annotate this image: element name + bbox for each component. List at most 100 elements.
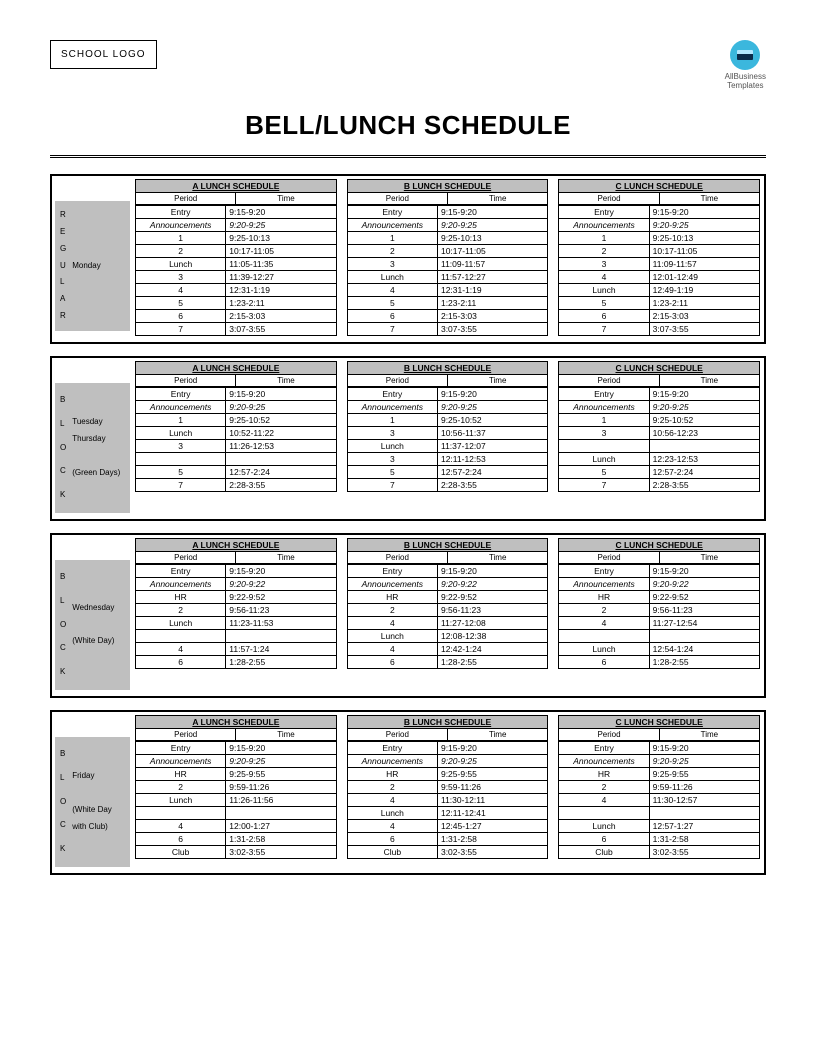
schedule-header: Period Time — [347, 193, 549, 205]
schedule-title: C LUNCH SCHEDULE — [558, 361, 760, 375]
table-row: Entry9:15-9:20 — [136, 742, 337, 755]
period-cell: Entry — [136, 388, 226, 401]
period-cell: 4 — [347, 643, 437, 656]
table-row: Lunch11:26-11:56 — [136, 794, 337, 807]
table-row: 210:17-11:05 — [559, 245, 760, 258]
day-type-letter: K — [60, 489, 66, 502]
time-cell: 2:28-3:55 — [226, 479, 336, 492]
period-cell: Club — [136, 846, 226, 859]
time-cell: 2:28-3:55 — [437, 479, 547, 492]
period-header: Period — [347, 729, 447, 741]
table-row: 61:28-2:55 — [559, 656, 760, 669]
table-row: 310:56-11:37 — [347, 427, 548, 440]
period-cell: Lunch — [136, 794, 226, 807]
time-cell: 3:02-3:55 — [226, 846, 336, 859]
schedule-block: C LUNCH SCHEDULE Period Time Entry9:15-9… — [558, 361, 760, 513]
period-cell: 3 — [559, 258, 649, 271]
time-cell: 9:25-9:55 — [226, 768, 336, 781]
day-line — [72, 619, 114, 632]
time-cell: 9:15-9:20 — [649, 206, 759, 219]
day-line: Monday — [72, 260, 100, 273]
period-cell: 4 — [136, 820, 226, 833]
schedule-title: B LUNCH SCHEDULE — [347, 179, 549, 193]
time-cell: 12:11-12:53 — [437, 453, 547, 466]
day-type-letter: K — [60, 666, 66, 679]
schedule-header: Period Time — [558, 375, 760, 387]
table-row: 29:59-11:26 — [136, 781, 337, 794]
period-cell: 1 — [136, 414, 226, 427]
period-cell — [559, 630, 649, 643]
time-cell: 9:20-9:25 — [226, 401, 336, 414]
period-cell — [559, 807, 649, 820]
day-block: BLOCK Friday (White Day with Club) — [55, 715, 135, 867]
time-cell: 1:23-2:11 — [226, 297, 336, 310]
day-inner: BLOCK TuesdayThursday (Green Days) — [55, 383, 130, 513]
time-header: Time — [659, 375, 760, 387]
time-cell: 11:26-11:56 — [226, 794, 336, 807]
time-cell: 3:07-3:55 — [649, 323, 759, 336]
period-cell: 5 — [347, 297, 437, 310]
table-row: 61:28-2:55 — [136, 656, 337, 669]
day-type-letter: B — [60, 394, 66, 407]
time-cell: 1:28-2:55 — [649, 656, 759, 669]
time-cell: 11:30-12:11 — [437, 794, 547, 807]
period-cell: 1 — [559, 414, 649, 427]
period-header: Period — [558, 193, 658, 205]
period-cell: 4 — [559, 794, 649, 807]
time-cell: 10:56-12:23 — [649, 427, 759, 440]
time-cell: 9:25-10:52 — [226, 414, 336, 427]
table-row: 411:30-12:11 — [347, 794, 548, 807]
schedule-title: B LUNCH SCHEDULE — [347, 715, 549, 729]
table-row: Entry9:15-9:20 — [559, 206, 760, 219]
table-row: Lunch12:57-1:27 — [559, 820, 760, 833]
time-cell: 3:02-3:55 — [649, 846, 759, 859]
time-cell: 3:07-3:55 — [226, 323, 336, 336]
time-cell: 9:15-9:20 — [226, 388, 336, 401]
time-cell: 3:07-3:55 — [437, 323, 547, 336]
schedule-header: Period Time — [135, 375, 337, 387]
day-type-letter: O — [60, 796, 66, 809]
period-cell: 5 — [347, 466, 437, 479]
period-cell: Announcements — [136, 219, 226, 232]
schedules-wrap: A LUNCH SCHEDULE Period Time Entry9:15-9… — [135, 179, 764, 336]
time-cell: 9:20-9:25 — [226, 219, 336, 232]
day-type-letter: L — [60, 418, 66, 431]
time-header: Time — [447, 193, 548, 205]
day-line — [72, 787, 112, 800]
time-cell: 1:23-2:11 — [437, 297, 547, 310]
time-cell: 9:20-9:25 — [649, 755, 759, 768]
schedule-table: Entry9:15-9:20Announcements9:20-9:2519:2… — [558, 205, 760, 336]
period-cell: 5 — [136, 466, 226, 479]
day-type-letter: L — [60, 276, 66, 289]
table-row: Entry9:15-9:20 — [559, 565, 760, 578]
time-cell: 9:15-9:20 — [437, 565, 547, 578]
time-cell: 1:28-2:55 — [226, 656, 336, 669]
period-header: Period — [347, 552, 447, 564]
period-cell: Lunch — [136, 427, 226, 440]
time-cell: 2:28-3:55 — [649, 479, 759, 492]
table-row: 62:15-3:03 — [347, 310, 548, 323]
title-divider — [50, 155, 766, 158]
period-cell: Announcements — [559, 219, 649, 232]
period-cell: 6 — [136, 656, 226, 669]
table-row: 512:57-2:24 — [136, 466, 337, 479]
table-row: Entry9:15-9:20 — [136, 565, 337, 578]
time-cell: 9:20-9:22 — [226, 578, 336, 591]
schedule-section: BLOCK Friday (White Day with Club) A LUN… — [50, 710, 766, 875]
schedule-title: A LUNCH SCHEDULE — [135, 715, 337, 729]
period-cell: Entry — [559, 206, 649, 219]
time-cell: 9:20-9:25 — [649, 219, 759, 232]
day-line: Tuesday — [72, 416, 120, 429]
period-cell: 3 — [347, 258, 437, 271]
period-cell: 2 — [136, 245, 226, 258]
table-row — [559, 440, 760, 453]
period-cell: 1 — [136, 232, 226, 245]
time-cell: 9:59-11:26 — [649, 781, 759, 794]
time-cell: 9:25-10:52 — [437, 414, 547, 427]
day-type-letter: U — [60, 260, 66, 273]
schedule-table: Entry9:15-9:20Announcements9:20-9:22HR9:… — [347, 564, 549, 669]
table-row: Lunch11:23-11:53 — [136, 617, 337, 630]
schedule-block: A LUNCH SCHEDULE Period Time Entry9:15-9… — [135, 538, 337, 690]
table-row: 311:09-11:57 — [559, 258, 760, 271]
period-header: Period — [135, 552, 235, 564]
